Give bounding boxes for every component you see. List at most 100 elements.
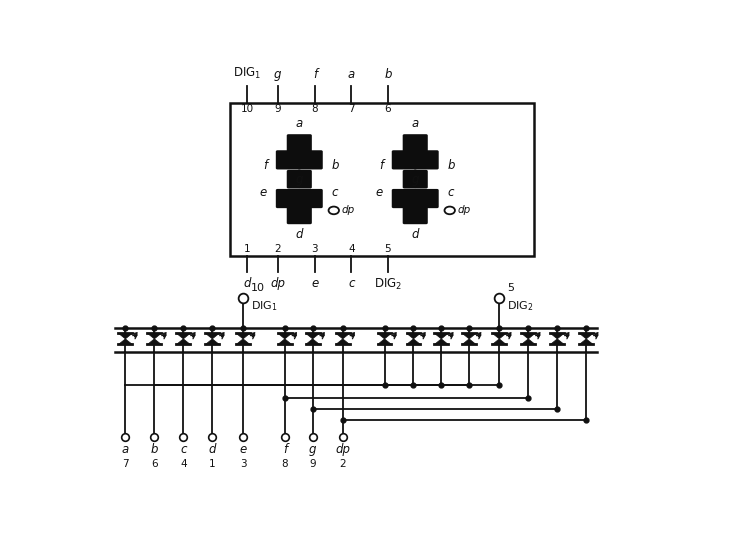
Text: DIG$_2$: DIG$_2$ [507,300,533,314]
FancyBboxPatch shape [276,189,301,208]
Text: 4: 4 [180,459,187,469]
FancyBboxPatch shape [298,150,323,169]
Text: 7: 7 [348,104,355,114]
Polygon shape [336,333,349,339]
Text: DIG$_1$: DIG$_1$ [251,300,278,314]
Polygon shape [407,333,420,339]
Text: d: d [411,228,419,242]
Text: 7: 7 [122,459,129,469]
Text: 2: 2 [340,459,346,469]
Polygon shape [278,333,292,339]
Polygon shape [435,339,448,345]
Polygon shape [147,333,162,339]
Text: 5: 5 [507,283,514,293]
Text: f: f [283,443,287,456]
FancyBboxPatch shape [286,206,312,224]
FancyBboxPatch shape [286,170,312,189]
Text: g: g [411,173,419,186]
Polygon shape [118,333,132,339]
Text: d: d [209,443,216,456]
Polygon shape [580,339,593,345]
Text: f: f [313,68,317,81]
Text: 5: 5 [384,244,391,254]
Polygon shape [521,333,535,339]
Text: c: c [180,443,186,456]
FancyBboxPatch shape [402,170,428,189]
Text: e: e [311,277,319,290]
Text: f: f [263,159,267,172]
Text: 1: 1 [244,244,251,254]
FancyBboxPatch shape [414,189,439,208]
Text: b: b [150,443,158,456]
Text: 4: 4 [348,244,355,254]
Text: 8: 8 [281,459,288,469]
Text: 8: 8 [312,104,318,114]
Text: c: c [331,186,338,199]
Polygon shape [551,339,564,345]
Text: d: d [243,277,251,290]
Polygon shape [580,333,593,339]
FancyBboxPatch shape [402,134,428,153]
Polygon shape [435,333,448,339]
Polygon shape [521,339,535,345]
Polygon shape [118,339,132,345]
FancyBboxPatch shape [392,189,417,208]
Text: e: e [239,443,247,456]
Polygon shape [462,339,476,345]
Text: a: a [348,68,355,81]
Polygon shape [492,333,506,339]
Polygon shape [206,339,219,345]
Text: a: a [295,117,303,130]
Text: g: g [295,173,303,186]
FancyBboxPatch shape [276,150,301,169]
Text: 2: 2 [275,244,281,254]
Polygon shape [462,333,476,339]
FancyBboxPatch shape [392,150,417,169]
Polygon shape [407,339,420,345]
Text: d: d [295,228,303,242]
Text: g: g [309,443,316,456]
Text: 10: 10 [241,104,254,114]
Text: b: b [384,68,392,81]
Polygon shape [147,339,162,345]
Text: 6: 6 [151,459,158,469]
Polygon shape [177,339,190,345]
FancyBboxPatch shape [298,189,323,208]
FancyBboxPatch shape [286,134,312,153]
Polygon shape [236,333,250,339]
Polygon shape [492,339,506,345]
Polygon shape [306,339,319,345]
Text: e: e [375,186,383,199]
Text: f: f [379,159,383,172]
Text: dp: dp [335,443,350,456]
Polygon shape [378,333,391,339]
Polygon shape [306,333,319,339]
Polygon shape [206,333,219,339]
Text: a: a [122,443,129,456]
Text: b: b [331,159,339,172]
Text: 9: 9 [310,459,316,469]
Text: 6: 6 [384,104,391,114]
Text: b: b [447,159,455,172]
Bar [230,102,534,256]
Text: e: e [260,186,267,199]
Text: DIG$_2$: DIG$_2$ [374,277,402,292]
Text: a: a [411,117,419,130]
Text: g: g [274,68,281,81]
Polygon shape [177,333,190,339]
Polygon shape [278,339,292,345]
Text: dp: dp [342,205,355,216]
Polygon shape [236,339,250,345]
Polygon shape [378,339,391,345]
Text: 1: 1 [209,459,215,469]
Text: 3: 3 [312,244,318,254]
Text: 10: 10 [251,283,265,293]
Text: dp: dp [270,277,285,290]
Polygon shape [336,339,349,345]
FancyBboxPatch shape [414,150,439,169]
Text: c: c [349,277,355,290]
Polygon shape [551,333,564,339]
Text: dp: dp [458,205,471,216]
Text: DIG$_1$: DIG$_1$ [233,66,261,81]
Text: 9: 9 [275,104,281,114]
